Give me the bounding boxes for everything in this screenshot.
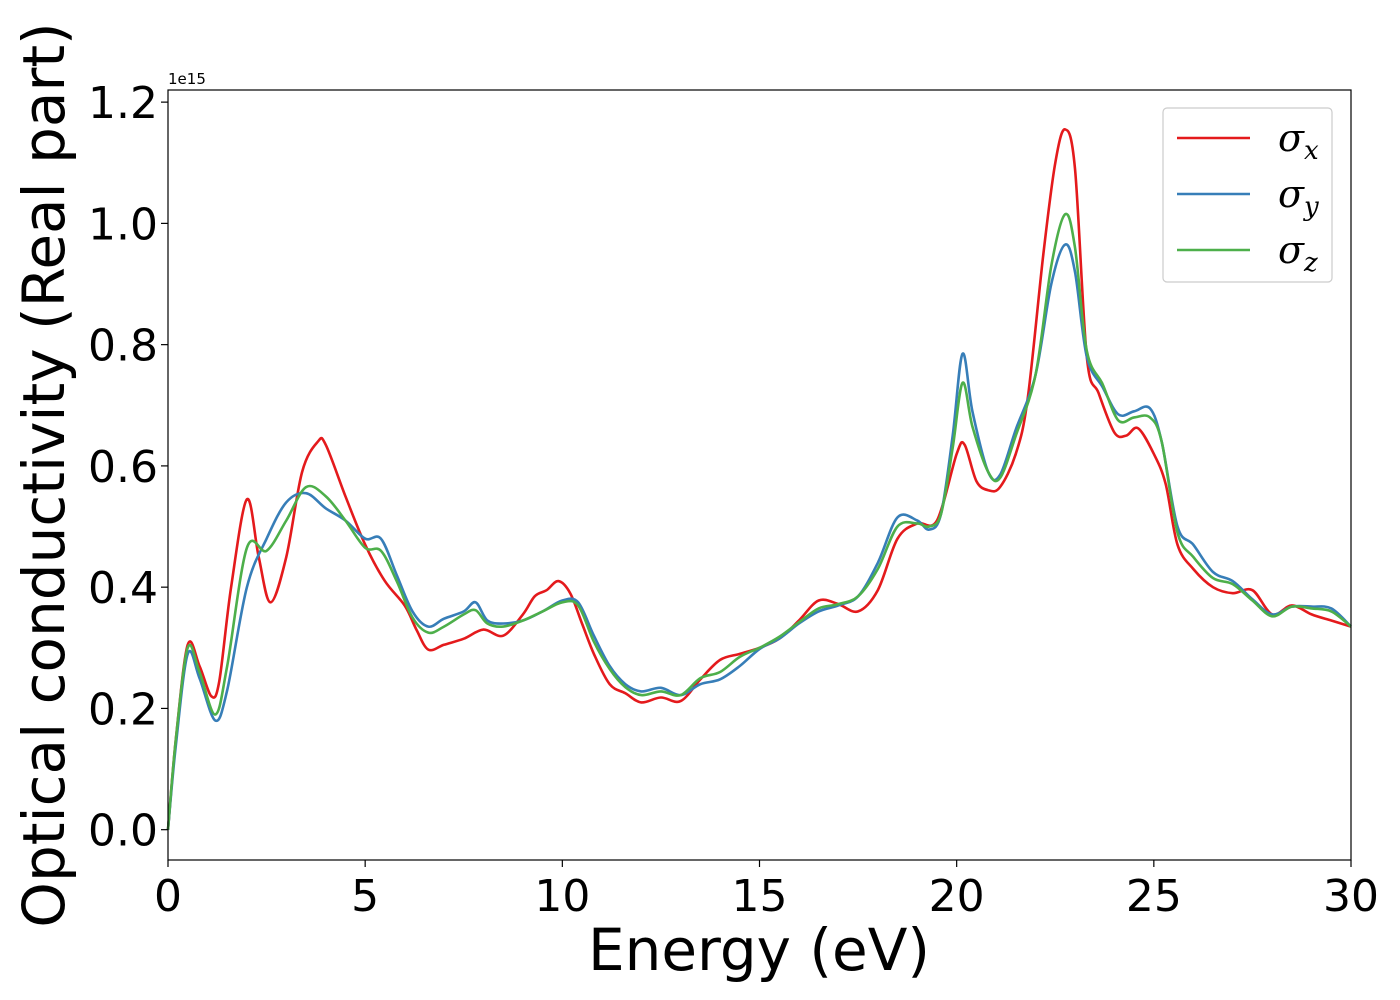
y-tick-label: 0.0 [88, 806, 158, 857]
legend-label-z: σz [1278, 228, 1318, 278]
x-tick-label: 5 [351, 871, 379, 922]
y-offset-label: 1e15 [168, 70, 206, 88]
y-axis-label: Optical conductivity (Real part) [10, 22, 78, 927]
series-line-z [166, 212, 1352, 830]
x-tick-label: 10 [534, 871, 590, 922]
y-tick-label: 0.4 [88, 563, 158, 614]
x-tick-label: 20 [929, 871, 985, 922]
x-tick-label: 30 [1323, 871, 1379, 922]
legend-label-x: σx [1278, 116, 1319, 166]
y-tick-label: 1.0 [88, 199, 158, 250]
x-axis-label: Energy (eV) [588, 916, 930, 984]
series-line-x [166, 128, 1352, 830]
series-line-y [166, 243, 1352, 830]
y-tick-label: 0.8 [88, 321, 158, 372]
x-tick-label: 15 [732, 871, 788, 922]
y-tick-label: 0.6 [88, 442, 158, 493]
y-axis: 0.0 0.2 0.4 0.6 0.8 1.0 1.2 [88, 78, 168, 857]
legend: σx σy σz [1162, 107, 1333, 283]
y-tick-label: 0.2 [88, 684, 158, 735]
x-tick-label: 0 [154, 871, 182, 922]
x-tick-label: 25 [1126, 871, 1182, 922]
series-layer [166, 128, 1352, 830]
y-tick-label: 1.2 [88, 78, 158, 129]
legend-label-y: σy [1278, 172, 1319, 222]
x-axis: 0 5 10 15 20 25 30 [154, 860, 1379, 922]
